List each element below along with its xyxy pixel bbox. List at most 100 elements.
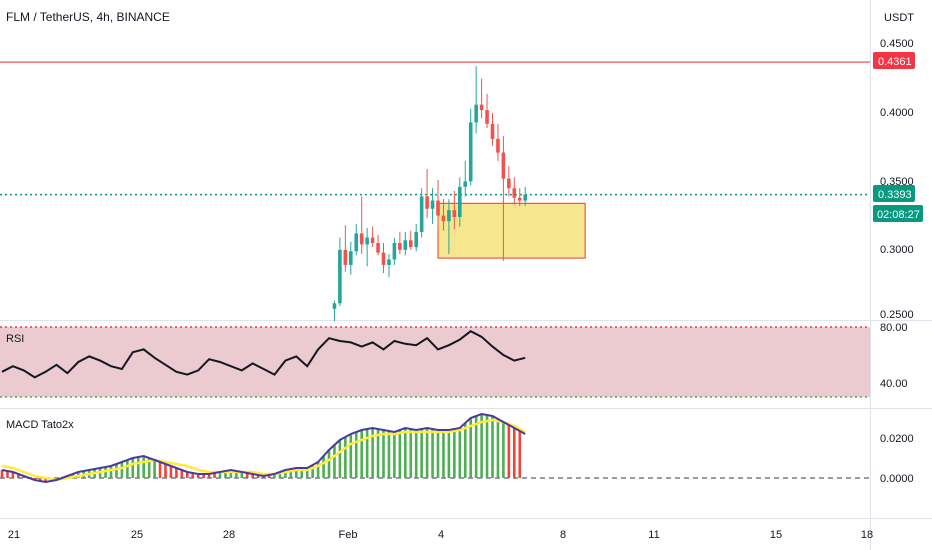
macd-histogram-bar [491,416,494,478]
macd-histogram-bar [474,416,478,478]
macd-histogram-bar [507,425,511,478]
candle-body [392,243,397,260]
macd-histogram-bar [469,418,472,478]
price-tick: 0.3000 [880,244,914,256]
macd-histogram-bar [202,474,205,478]
time-tick: 21 [8,529,20,541]
rsi-band [0,327,870,397]
macd-histogram-bar [278,472,282,478]
price-tick: 0.4500 [880,38,914,50]
macd-histogram-bar [480,414,483,478]
macd-histogram-bar [267,475,271,478]
candle-body [381,252,386,265]
candle-body [523,194,527,201]
macd-histogram-bar [169,466,173,478]
macd-histogram-bar [44,478,47,482]
time-tick: 25 [131,529,143,541]
macd-histogram-bar [11,472,15,478]
macd-histogram-bar [213,473,216,478]
macd-histogram-bar [126,460,129,478]
macd-histogram-bar [153,460,156,478]
candle-body [403,240,408,250]
macd-histogram-bar [496,419,500,478]
time-tick: Feb [339,529,358,541]
price-tick: 0.4000 [880,107,914,119]
macd-histogram-bar [311,465,314,478]
candle-body [332,303,337,309]
candle-body [436,200,440,216]
candle-body [441,215,446,222]
resistance-price-tag [873,52,915,69]
macd-histogram-bar [131,458,135,478]
candle-body [408,240,413,248]
time-tick: 11 [648,529,659,541]
macd-histogram-bar [447,430,451,478]
candle-body [376,243,380,253]
support-zone-box [437,202,586,259]
countdown-label: 02:08:27 [877,209,920,221]
time-tick: 8 [560,529,566,541]
macd-histogram-bar [142,456,145,478]
candle-body [447,210,451,222]
macd-histogram-bar [513,428,516,478]
macd-histogram-bar [393,432,396,478]
rsi-tick: 80.00 [880,322,908,334]
macd-histogram-bar [322,456,325,478]
time-tick: 15 [770,529,782,541]
macd-histogram-bar [316,462,320,478]
current-price-tag [873,185,915,202]
candle-body [517,197,522,201]
candle-body [370,237,375,244]
macd-histogram-bar [245,473,249,478]
macd-indicator-label: MACD Tato2x [6,419,74,431]
macd-histogram-bar [289,469,293,478]
macd-histogram-bar [284,470,287,478]
macd-histogram-bar [191,473,195,478]
macd-histogram-bar [38,478,42,481]
macd-histogram-bar [229,470,233,478]
macd-histogram-bar [425,428,429,478]
macd-histogram-bar [404,428,407,478]
macd-histogram-bar [360,430,363,478]
currency-label: USDT [884,12,914,24]
macd-histogram-bar [224,471,227,478]
macd-histogram-bar [186,472,189,478]
candle-body [458,186,462,217]
candle-body [338,249,342,304]
macd-histogram-bar [218,472,222,478]
macd-histogram-bar [158,462,162,478]
macd-histogram-bar [349,434,353,478]
macd-histogram-bar [453,429,456,478]
candle-body [507,178,511,189]
time-tick: 28 [223,529,235,541]
macd-histogram-bar [463,423,467,478]
macd-histogram-bar [409,429,413,478]
resistance-price-label: 0.4361 [878,56,912,68]
rsi-tick: 40.00 [880,378,908,390]
current-price-label: 0.3393 [878,189,912,201]
macd-histogram-bar [420,429,423,478]
macd-histogram-bar [295,468,298,478]
candle-body [354,233,359,252]
macd-histogram-bar [436,430,440,478]
macd-histogram-bar [115,464,118,478]
macd-histogram-bar [235,471,238,478]
candle-body [490,123,495,139]
macd-histogram-bar [371,428,374,478]
candle-body [349,251,353,265]
macd-histogram-bar [6,471,9,478]
macd-histogram-bar [502,422,505,478]
macd-line [1,412,526,484]
macd-histogram-bar [180,470,184,478]
time-tick: 4 [438,529,444,541]
macd-signal-line [1,418,526,482]
candle-body [387,259,391,265]
macd-histogram-bar [338,440,342,478]
macd-histogram-bar [333,445,336,478]
rsi-indicator-label: RSI [6,333,24,345]
macd-histogram-bar [147,458,151,478]
candle-body [463,181,468,187]
macd-histogram-bar [120,462,124,478]
candle-body [496,138,500,153]
macd-histogram-bar [387,431,391,478]
